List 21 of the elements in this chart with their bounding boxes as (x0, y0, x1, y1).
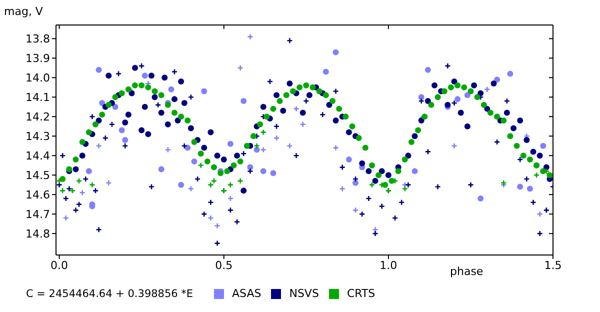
y-tick-label: 14.8 (26, 227, 50, 240)
y-tick-label: 14.3 (26, 130, 50, 144)
y-tick-label: 14.7 (26, 208, 50, 221)
y-tick-label: 13.8 (26, 32, 50, 46)
y-tick-label: 14.4 (26, 150, 50, 162)
y-tick-label: 13.9 (26, 52, 50, 66)
y-tick-label: 14.2 (26, 110, 50, 124)
x-tick-label: 0.0 (50, 258, 68, 272)
legend-label: CRTS (346, 287, 376, 300)
x-axis-title: phase (450, 265, 484, 278)
x-tick-label: 1.5 (544, 258, 562, 272)
y-tick-label: 14.6 (26, 188, 50, 202)
y-tick-label: 14.1 (26, 91, 50, 104)
y-axis-title: mag, V (4, 5, 43, 18)
text: C = 2454464.64 + 0.398856 *E (26, 288, 194, 300)
legend-label: NSVS (289, 287, 319, 300)
legend-label: ASAS (232, 287, 262, 300)
y-tick-label: 14.0 (26, 72, 50, 85)
x-tick-label: 1.0 (380, 258, 398, 272)
x-tick-label: 0.5 (215, 258, 233, 272)
y-tick-label: 14.5 (26, 168, 50, 182)
